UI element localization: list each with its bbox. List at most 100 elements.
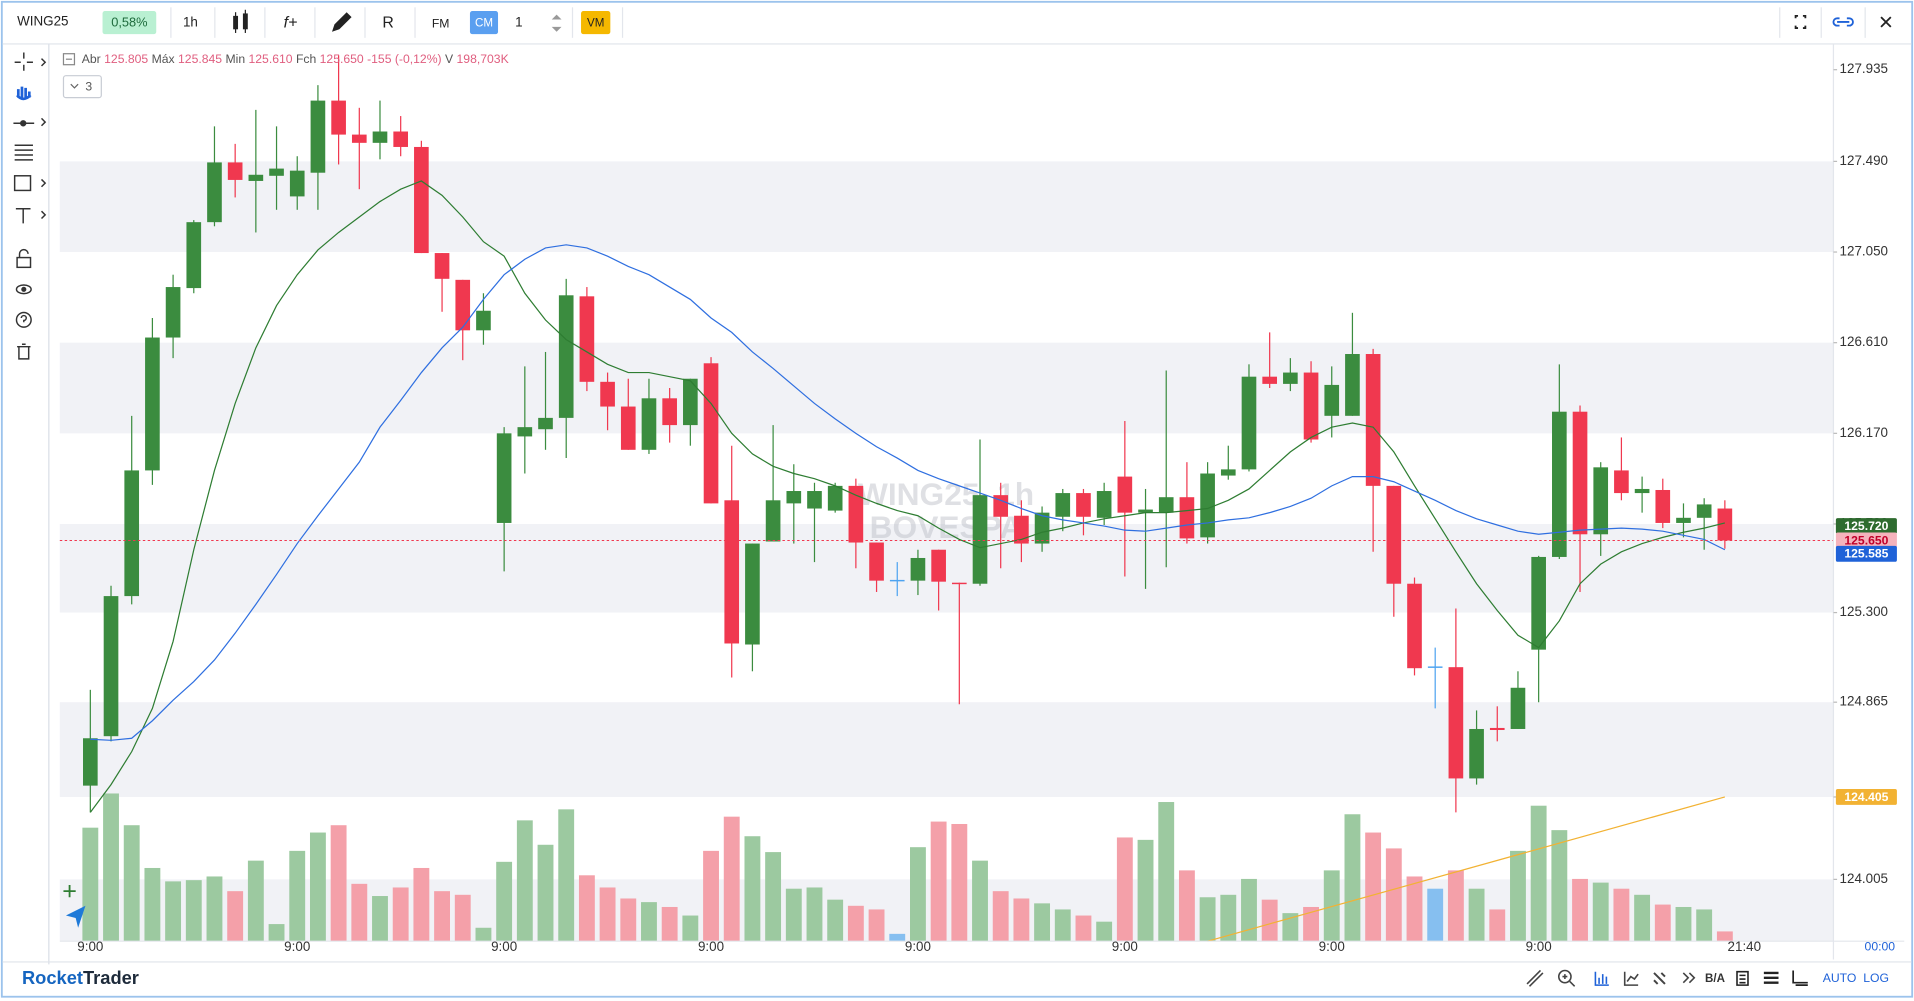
indicators-button[interactable]: f+	[284, 14, 298, 31]
ohlc-legend: Abr 125.805 Máx 125.845 Min 125.610 Fch …	[82, 52, 509, 66]
shape-expand[interactable]	[40, 178, 47, 188]
lock-tool[interactable]	[16, 256, 32, 269]
fullscreen-button[interactable]	[1794, 14, 1807, 29]
grid-button[interactable]	[1653, 972, 1666, 985]
volume-bar	[268, 924, 285, 942]
candle-body	[869, 542, 884, 581]
fib-tool[interactable]	[14, 144, 33, 161]
log-button[interactable]: LOG	[1863, 971, 1889, 985]
times-button[interactable]	[1763, 971, 1779, 984]
help-tool[interactable]	[15, 311, 32, 328]
ruler-button[interactable]	[1526, 969, 1544, 987]
candle-body	[1634, 488, 1650, 494]
left-toolbar	[13, 43, 50, 965]
candle-body	[662, 398, 677, 426]
volume-bar	[765, 852, 782, 942]
price-tag	[1835, 518, 1897, 534]
close-button[interactable]	[1880, 16, 1892, 28]
toolbar: WING25 0,58% 1h f+ R FM CM 1 VM	[2, 7, 1912, 45]
volume-bar	[723, 816, 740, 942]
candle-body	[393, 131, 409, 147]
spinner[interactable]	[551, 14, 562, 32]
volume-bar	[1013, 898, 1030, 942]
cm-value[interactable]: 1	[515, 15, 522, 30]
pan-tool[interactable]	[16, 86, 32, 101]
shape-tool[interactable]	[13, 175, 32, 192]
y-tick-label: 125.300	[1840, 604, 1888, 619]
candle-body	[1614, 470, 1629, 494]
zoom-button[interactable]	[1557, 969, 1572, 984]
candle-body	[1655, 489, 1671, 523]
delete-tool[interactable]	[17, 343, 31, 360]
history-button[interactable]	[1792, 970, 1808, 986]
candle-body	[1034, 512, 1050, 544]
volume-bar	[1716, 931, 1733, 942]
y-tick-label: 127.490	[1840, 153, 1888, 168]
x-tick-label: 9:00	[77, 939, 103, 954]
candle-body	[227, 162, 243, 180]
candle-body	[186, 222, 202, 289]
y-tick-label: 126.170	[1840, 425, 1888, 440]
candle-body	[351, 134, 367, 143]
scroll-button[interactable]	[1682, 972, 1696, 984]
book-button[interactable]	[1736, 970, 1749, 986]
x-tick-label: 9:00	[1319, 939, 1345, 954]
x-tick-label: 9:00	[1112, 939, 1138, 954]
volume-bar	[910, 847, 926, 942]
grid-band	[59, 161, 1834, 253]
line-button[interactable]	[1623, 971, 1639, 986]
candle-body	[124, 470, 140, 597]
volume-bar	[1261, 899, 1278, 942]
footer: RocketTrader B/A AUTO LOG	[2, 961, 1912, 988]
candle-body	[600, 381, 615, 407]
draw-button[interactable]	[332, 12, 352, 32]
volume-bar	[1344, 814, 1361, 942]
fm-button[interactable]: FM	[432, 17, 450, 31]
volume-bar	[785, 888, 802, 942]
candle-body	[517, 427, 533, 437]
volume-label: V	[445, 52, 457, 66]
candle-body	[641, 398, 657, 450]
high-value: 125.845	[178, 52, 225, 66]
indicator-toggle[interactable]	[62, 75, 102, 99]
bars-button[interactable]	[1594, 971, 1609, 986]
volume-bar	[1282, 913, 1299, 942]
symbol[interactable]: WING25	[17, 14, 68, 29]
link-button[interactable]	[1832, 17, 1854, 27]
cm-button[interactable]: CM	[475, 17, 493, 29]
volume-bar	[434, 891, 450, 942]
volume-bar	[1241, 878, 1257, 942]
auto-button[interactable]: AUTO	[1823, 971, 1857, 985]
candle-body	[1096, 491, 1112, 518]
y-tick-label: 124.865	[1840, 694, 1888, 709]
volume-bar	[1468, 888, 1485, 942]
volume-bar	[1406, 876, 1423, 942]
candle-body	[414, 146, 429, 254]
volume-bar	[1551, 830, 1568, 942]
candle-body	[827, 485, 843, 511]
volume-bar	[930, 821, 947, 942]
collapse-toggle[interactable]	[62, 53, 76, 66]
chart-type-button[interactable]	[233, 9, 248, 33]
volume-bar	[827, 899, 844, 942]
volume-bar	[1323, 870, 1340, 942]
volume-bar	[227, 891, 244, 942]
vm-button[interactable]: VM	[587, 17, 604, 29]
volume-bar	[1220, 894, 1237, 942]
replay-button[interactable]: R	[382, 14, 393, 31]
candle-body	[786, 491, 802, 504]
visibility-tool[interactable]	[15, 284, 32, 295]
crosshair-tool[interactable]	[14, 52, 47, 71]
text-tool[interactable]	[15, 208, 47, 224]
plus-icon	[63, 885, 76, 898]
candle-body	[1055, 493, 1071, 517]
candle-body	[1158, 497, 1174, 513]
moving-average	[90, 244, 1726, 741]
candle-body	[1076, 493, 1091, 517]
candle-body	[165, 287, 181, 338]
bid-ask-button[interactable]: B/A	[1705, 973, 1726, 985]
timeframe-button[interactable]: 1h	[183, 15, 198, 30]
open-label: Abr	[82, 52, 104, 66]
high-label: Máx	[152, 52, 178, 66]
